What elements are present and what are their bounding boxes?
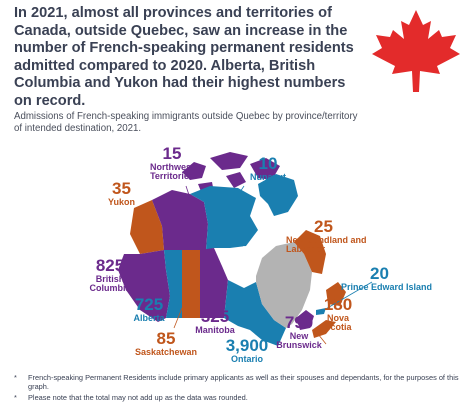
region-nunavut (190, 186, 258, 250)
name-prince-edward-island: Prince Edward Island (340, 281, 432, 292)
region-manitoba (200, 248, 228, 318)
label-newfoundland-and-labrador: 25 Newfoundland and Labrador (286, 218, 376, 255)
footnote: * Please note that the total may not add… (14, 393, 464, 402)
label-nova-scotia: 180 Nova Scotia (318, 296, 358, 333)
value-alberta: 725 (134, 295, 164, 314)
footnote: * French-speaking Permanent Residents in… (14, 373, 464, 391)
canada-map (118, 152, 373, 346)
label-british-columbia: 825 British Columbia (88, 257, 132, 294)
region-yukon (130, 200, 164, 254)
region-nova-scotia (312, 320, 336, 338)
label-saskatchewan: 85 Saskatchewan (135, 330, 197, 357)
hudson-bay (222, 246, 260, 288)
region-newfoundland-and-labrador (294, 230, 346, 306)
subtitle: Admissions of French-speaking immigrants… (14, 111, 358, 134)
value-northwest-territories: 15 (162, 144, 182, 163)
region-alberta (164, 250, 182, 318)
label-prince-edward-island: 20 Prince Edward Island (322, 265, 432, 292)
headline: In 2021, almost all provinces and territ… (14, 5, 354, 109)
name-newfoundland-and-labrador: Newfoundland and Labrador (286, 234, 367, 255)
footnote-marker: * (14, 373, 17, 382)
label-alberta: 725 Alberta (131, 296, 167, 323)
value-yukon: 35 (112, 179, 131, 198)
label-northwest-territories: 15 Northwest Territories (142, 145, 202, 182)
baffin-island (258, 174, 298, 216)
region-british-columbia (118, 250, 170, 322)
name-saskatchewan: Saskatchewan (135, 346, 198, 357)
label-ontario: 3,900 Ontario (218, 337, 276, 364)
region-prince-edward-island (316, 308, 326, 315)
name-alberta: Alberta (133, 312, 165, 323)
region-new-brunswick (296, 310, 314, 330)
region-northwest-territories (152, 190, 208, 250)
arctic-islands (182, 152, 280, 194)
value-british-columbia: 825 (95, 256, 125, 275)
value-new-brunswick: 790 (284, 313, 314, 332)
name-northwest-territories: Northwest Territories (149, 161, 194, 182)
name-new-brunswick: New Brunswick (276, 330, 322, 351)
name-ontario: Ontario (230, 353, 263, 364)
label-new-brunswick: 790 New Brunswick (276, 314, 322, 351)
value-ontario: 3,900 (225, 336, 269, 355)
name-manitoba: Manitoba (195, 324, 235, 335)
maple-leaf-icon (372, 10, 460, 92)
footnotes: * French-speaking Permanent Residents in… (14, 373, 464, 404)
name-british-columbia: British Columbia (89, 273, 131, 294)
footnote-text: French-speaking Permanent Residents incl… (28, 373, 459, 391)
label-nunavut: 10 Nunavut (250, 155, 286, 182)
region-ontario (224, 280, 286, 346)
region-quebec (256, 242, 312, 328)
label-manitoba: 325 Manitoba (192, 308, 238, 335)
value-nova-scotia: 180 (323, 295, 353, 314)
value-newfoundland-and-labrador: 25 (314, 217, 333, 236)
value-saskatchewan: 85 (156, 329, 176, 348)
name-nova-scotia: Nova Scotia (324, 312, 352, 333)
value-prince-edward-island: 20 (370, 264, 389, 283)
label-yukon: 35 Yukon (108, 180, 135, 207)
value-nunavut: 10 (258, 154, 278, 173)
footnote-marker: * (14, 393, 17, 402)
name-yukon: Yukon (108, 196, 136, 207)
region-saskatchewan (182, 250, 200, 318)
footnote-text: Please note that the total may not add u… (28, 393, 248, 402)
value-manitoba: 325 (200, 307, 230, 326)
name-nunavut: Nunavut (250, 171, 286, 182)
